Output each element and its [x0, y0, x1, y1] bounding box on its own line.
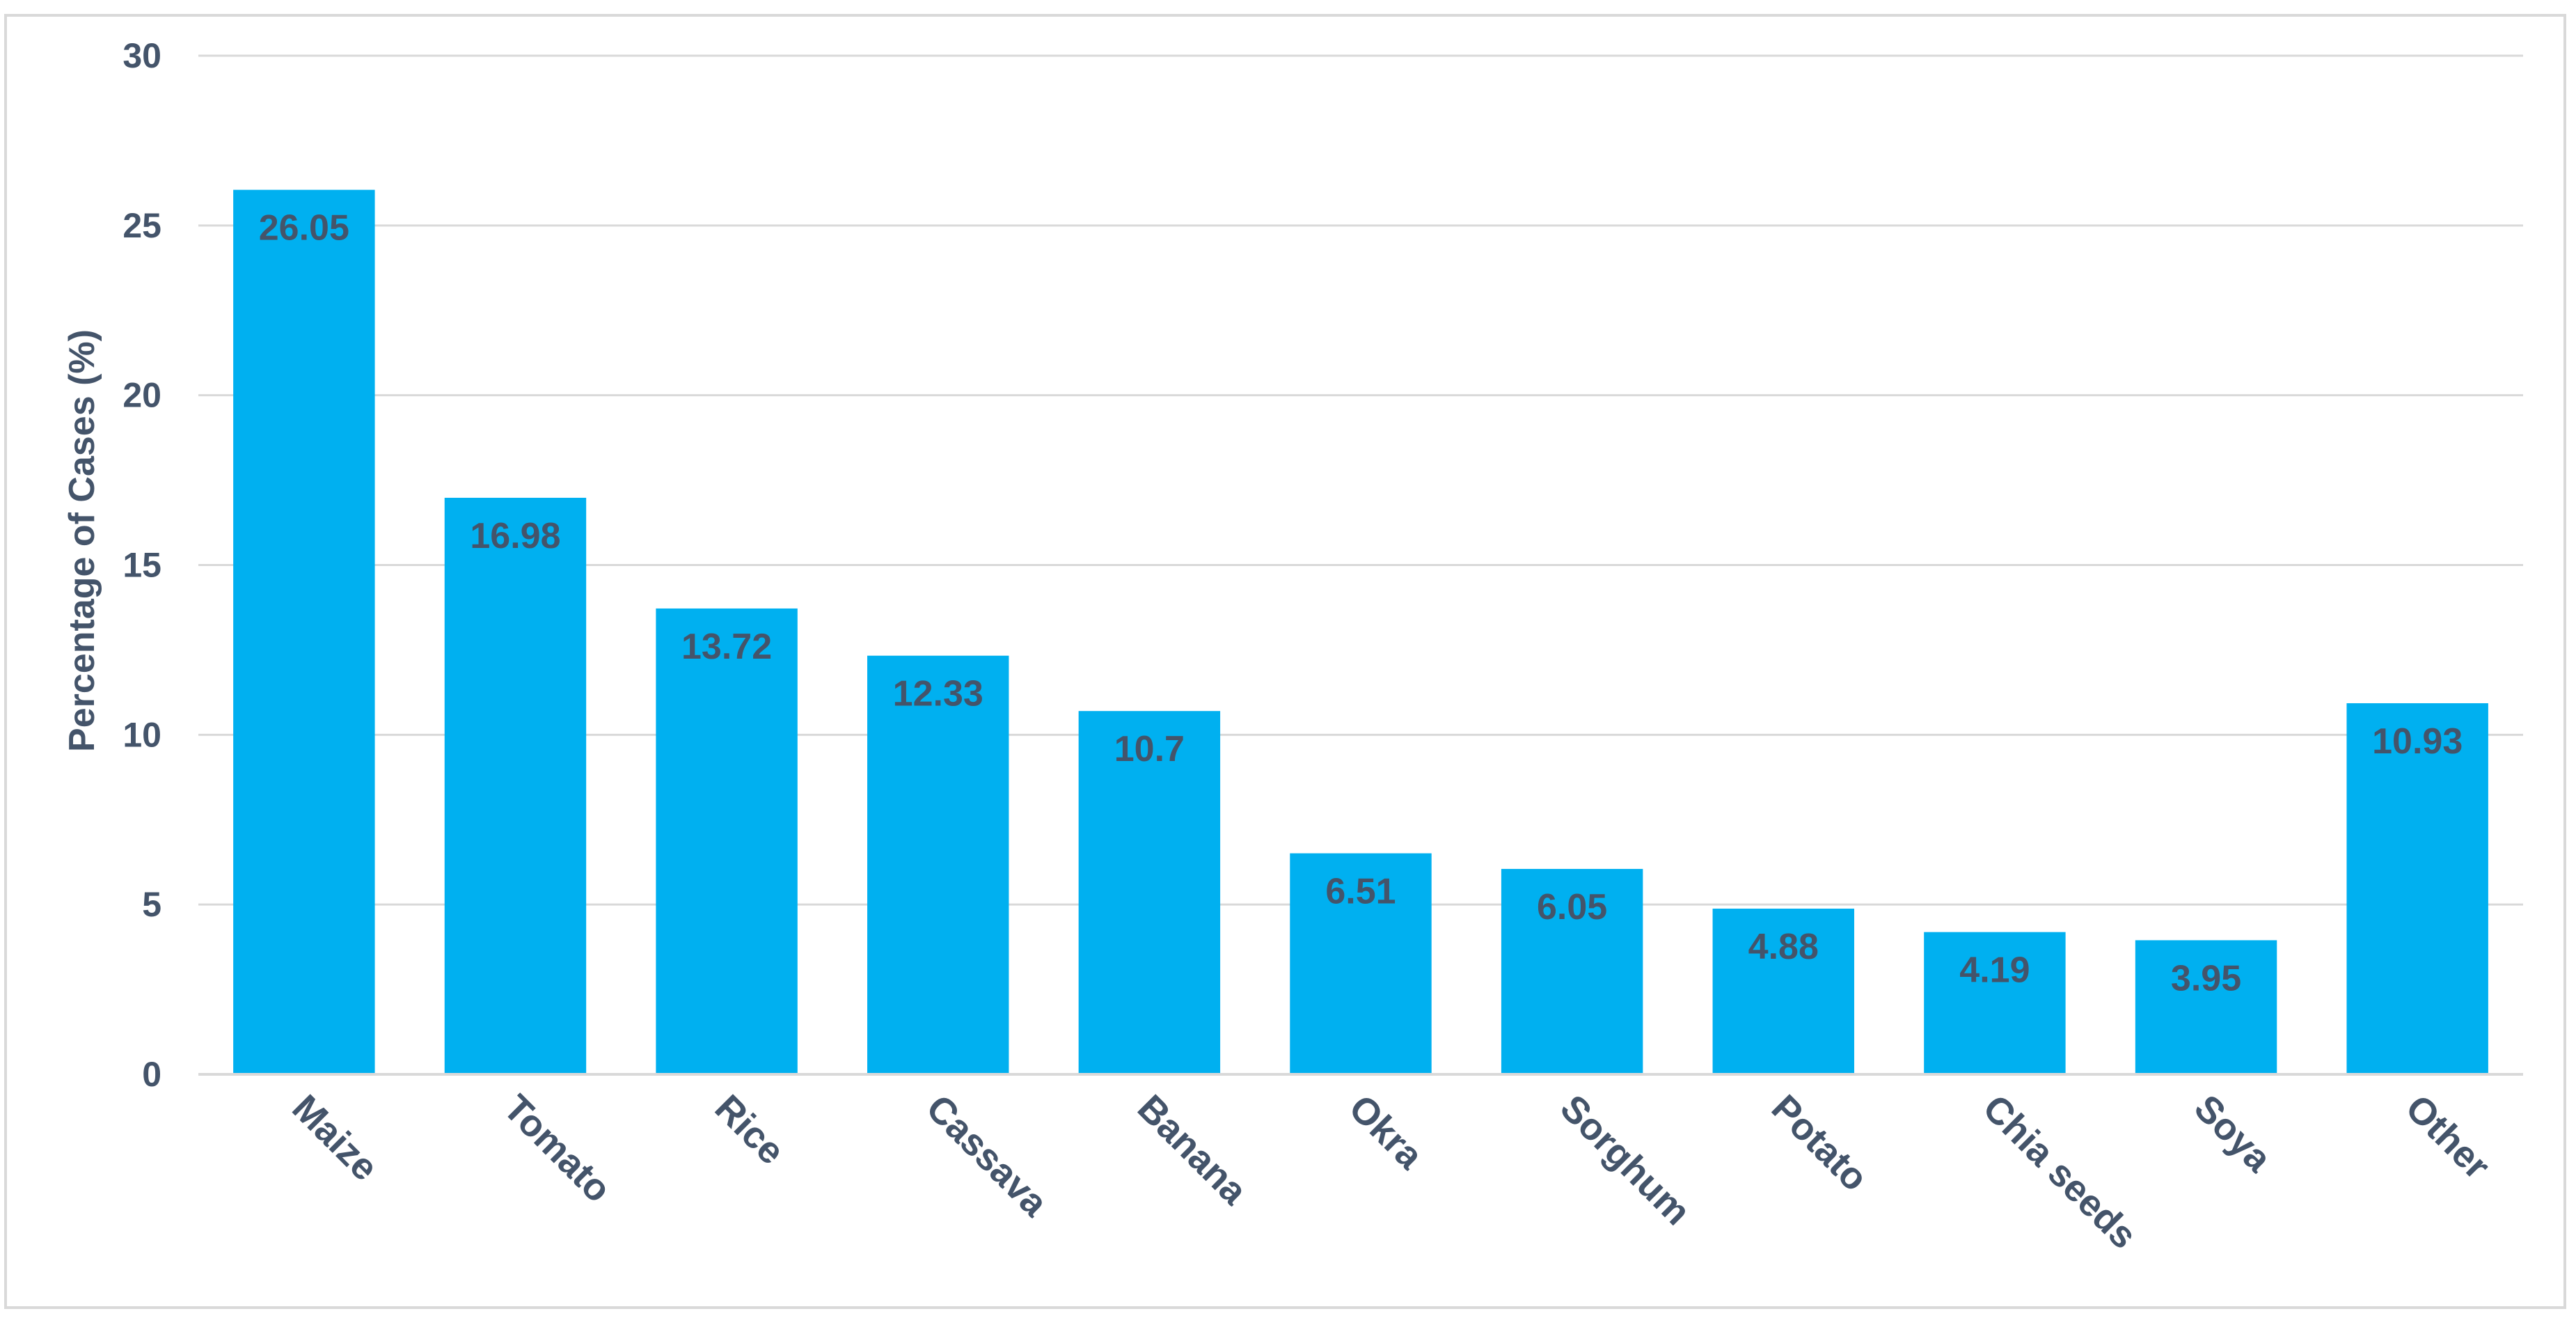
bar	[1712, 909, 1854, 1074]
y-tick-label: 25	[123, 206, 161, 245]
x-category-label: Banana	[1130, 1087, 1256, 1213]
y-tick-label: 30	[123, 36, 161, 75]
y-tick-label: 0	[142, 1055, 161, 1094]
bar	[656, 608, 798, 1074]
bar	[1078, 711, 1221, 1074]
x-category-label: Potato	[1764, 1087, 1876, 1199]
y-axis-title: Percentage of Cases (%)	[62, 329, 102, 752]
x-category-label: Tomato	[496, 1087, 619, 1210]
bar	[2135, 940, 2277, 1074]
x-category-label: Okra	[1341, 1087, 1432, 1177]
data-label: 10.93	[2372, 721, 2463, 762]
chart-frame	[4, 14, 2566, 1309]
y-tick-label: 5	[142, 885, 161, 924]
data-label: 12.33	[893, 674, 983, 714]
bar	[233, 189, 375, 1075]
data-label: 13.72	[681, 627, 772, 667]
bar	[444, 497, 587, 1074]
data-label: 6.05	[1537, 887, 1607, 927]
x-category-label: Sorghum	[1552, 1087, 1698, 1233]
bars	[233, 189, 2488, 1075]
x-category-label: Cassava	[918, 1087, 1056, 1225]
data-label: 4.19	[1959, 950, 2030, 991]
bar	[867, 655, 1009, 1074]
bar	[2346, 703, 2488, 1074]
data-labels: 26.05 16.98 13.72 12.33 10.7 6.51 6.05 4.88 4.19…	[259, 208, 2463, 999]
y-tick-label: 20	[123, 376, 161, 415]
data-label: 6.51	[1325, 872, 1396, 912]
y-tick-label: 10	[123, 715, 161, 754]
data-label: 4.88	[1748, 927, 1819, 967]
x-category-label: Chia seeds	[1975, 1087, 2144, 1257]
x-axis-categories: Maize Tomato Rice Cassava Banana Okra Sorghum P…	[284, 1087, 2498, 1257]
x-category-label: Soya	[2186, 1087, 2279, 1180]
bar	[1290, 853, 1432, 1074]
data-label: 26.05	[259, 208, 349, 249]
x-category-label: Maize	[284, 1087, 386, 1189]
data-label: 3.95	[2171, 958, 2241, 998]
bar	[1924, 932, 2066, 1074]
x-category-label: Other	[2398, 1087, 2498, 1187]
data-label: 16.98	[470, 516, 560, 556]
y-axis-ticks: 0 5 10 15 20 25 30	[123, 36, 161, 1094]
data-label: 10.7	[1114, 729, 1185, 769]
x-category-label: Rice	[707, 1087, 793, 1173]
bar	[1501, 868, 1643, 1074]
y-tick-label: 15	[123, 546, 161, 585]
